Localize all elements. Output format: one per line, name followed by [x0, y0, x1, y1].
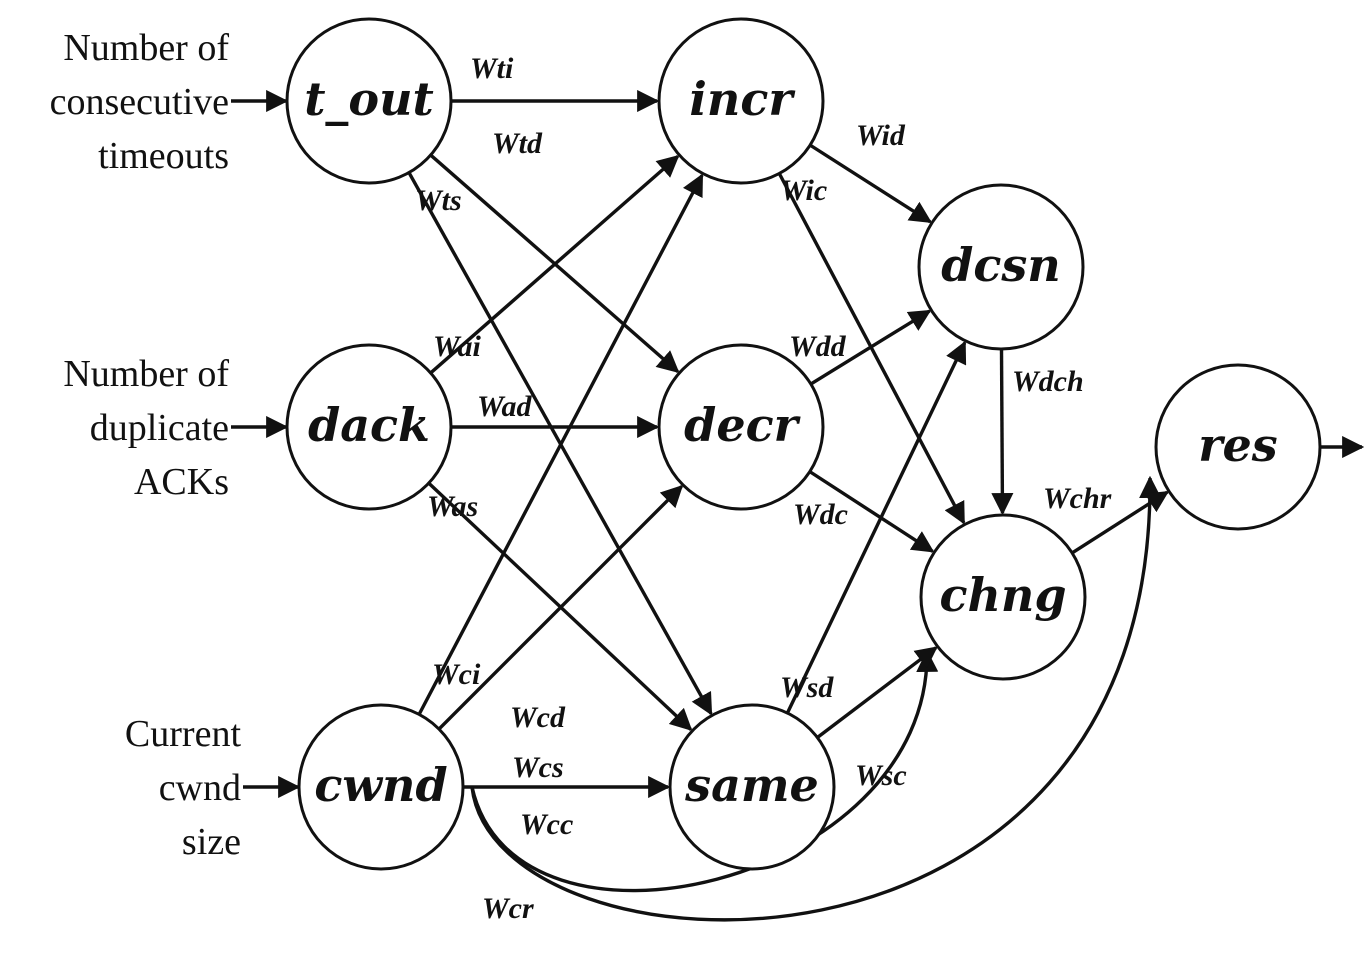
edge-same-to-dcsn [785, 340, 967, 714]
node-res: res [1154, 363, 1322, 531]
input-label-line: ACKs [134, 461, 229, 503]
node-same: same [668, 703, 836, 871]
input-label-line: Number of [63, 27, 229, 69]
weight-label-was: Was [427, 490, 478, 523]
weight-label-wdch: Wdch [1012, 365, 1084, 398]
weight-label-wsd: Wsd [780, 671, 834, 704]
weight-label-wsc: Wsc [855, 759, 907, 792]
node-label-cwnd: cwnd [314, 758, 447, 812]
edge-incr-to-dcsn [809, 143, 933, 224]
node-circle-same [668, 703, 836, 871]
node-incr: incr [657, 17, 825, 185]
weight-label-wci: Wci [432, 658, 481, 691]
input-label-line: Current [125, 713, 242, 755]
input-label-line: consecutive [50, 81, 229, 123]
weight-label-wcc: Wcc [520, 808, 573, 841]
edge-decr-to-dcsn [809, 309, 932, 386]
node-circle-chng [919, 513, 1087, 681]
input-label-line: timeouts [98, 135, 229, 177]
node-t-out: t_out [285, 17, 453, 185]
weight-label-wdc: Wdc [793, 498, 848, 531]
node-circle-incr [657, 17, 825, 185]
edge-cwnd-to-chng [470, 649, 939, 893]
node-circle-decr [657, 343, 825, 511]
node-label-dack: dack [308, 398, 430, 452]
node-cwnd: cwnd [297, 703, 465, 871]
weight-label-wai: Wai [433, 330, 481, 363]
node-label-same: same [684, 758, 819, 812]
node-label-t-out: t_out [304, 72, 434, 126]
input-label-line: Number of [63, 353, 229, 395]
edge-same-to-chng [816, 646, 938, 739]
input-cwnd: Current cwnd size [125, 713, 301, 863]
node-chng: chng [919, 513, 1087, 681]
node-dack: dack [285, 343, 453, 511]
edge-cwnd-to-incr [417, 173, 704, 716]
node-label-decr: decr [684, 398, 801, 452]
input-t-out: Number of consecutive timeouts [50, 27, 289, 177]
edge-decr-to-chng [808, 470, 935, 553]
weight-label-wid: Wid [856, 119, 906, 152]
weight-label-wts: Wts [415, 184, 462, 217]
input-label-line: size [182, 821, 241, 863]
weight-label-wad: Wad [477, 390, 532, 423]
weight-label-wti: Wti [470, 52, 514, 85]
input-label-line: duplicate [90, 407, 229, 449]
weight-label-wchr: Wchr [1043, 482, 1112, 515]
node-label-res: res [1198, 418, 1277, 472]
input-label-line: cwnd [159, 767, 241, 809]
weight-label-wcs: Wcs [512, 751, 564, 784]
node-circle-res [1154, 363, 1322, 531]
edge-chng-to-res [1071, 490, 1170, 555]
node-circle-dcsn [917, 183, 1085, 351]
edge-cwnd-to-res [470, 475, 1162, 922]
edge-dack-to-incr [429, 154, 680, 375]
weight-label-wcr: Wcr [482, 892, 534, 925]
node-decr: decr [657, 343, 825, 511]
edge-cwnd-to-decr [437, 484, 684, 731]
node-dcsn: dcsn [917, 183, 1085, 351]
edge-dcsn-to-chng [991, 348, 1014, 516]
weights-layer: Wti Wtd Wts Wai Wad Was Wci Wcd Wcs Wcc Wcr Wid Wic W… [415, 52, 1112, 925]
inputs-layer: Number of consecutive timeouts Number of dup… [50, 27, 301, 863]
node-label-dcsn: dcsn [941, 238, 1061, 292]
weight-label-wtd: Wtd [492, 127, 543, 160]
node-label-incr: incr [689, 72, 796, 126]
weight-label-wdd: Wdd [789, 330, 847, 363]
input-dack: Number of duplicate ACKs [63, 353, 289, 503]
weight-label-wic: Wic [780, 174, 827, 207]
node-label-chng: chng [939, 568, 1066, 622]
edges-layer [407, 89, 1365, 922]
weight-label-wcd: Wcd [510, 701, 566, 734]
